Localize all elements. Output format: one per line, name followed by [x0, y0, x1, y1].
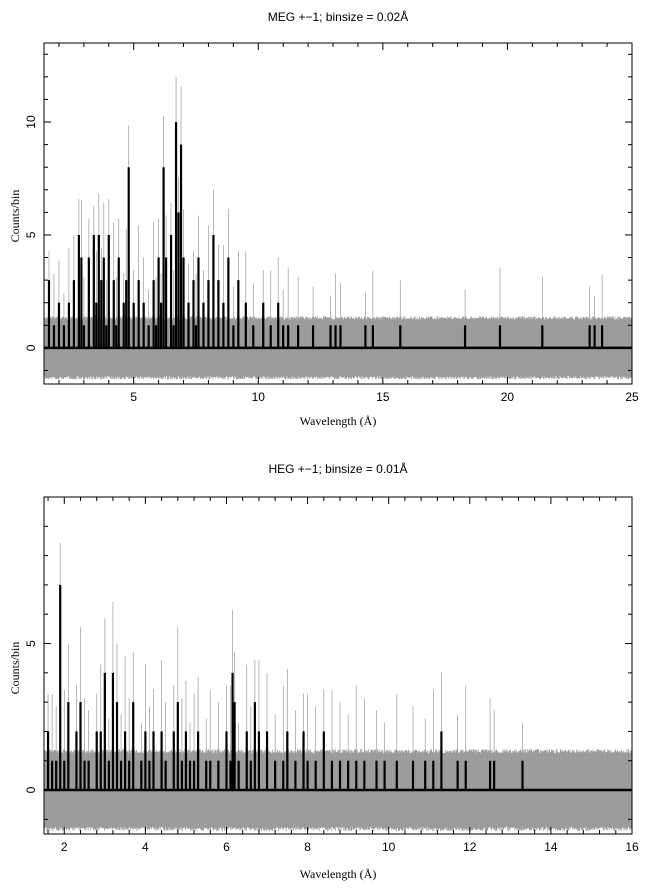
- meg-x-tick-label: 25: [625, 390, 639, 404]
- heg-x-tick-label: 14: [544, 840, 558, 854]
- meg-y-tick-label: 0: [24, 344, 38, 351]
- meg-x-ticks: 5 10 15 20 25: [58, 43, 639, 404]
- heg-x-tick-label: 16: [625, 840, 639, 854]
- heg-plot-frame: [43, 496, 633, 835]
- heg-x-ticks: 2 4 6 8 10 12 14 16: [47, 497, 639, 854]
- heg-x-tick-label: 10: [382, 840, 396, 854]
- meg-x-tick-label: 15: [376, 390, 390, 404]
- meg-x-tick-label: 20: [501, 390, 515, 404]
- heg-x-tick-label: 4: [142, 840, 149, 854]
- meg-title: MEG +−1; binsize = 0.02Å: [268, 9, 408, 24]
- meg-panel: MEG +−1; binsize = 0.02Å Wavelength (Å) …: [8, 9, 639, 428]
- meg-data-histogram: [47, 122, 604, 348]
- heg-x-label: Wavelength (Å): [300, 867, 377, 881]
- heg-data-histogram: [46, 584, 524, 791]
- meg-x-label: Wavelength (Å): [300, 414, 377, 428]
- heg-y-ticks: 05: [24, 496, 632, 820]
- heg-panel: HEG +−1; binsize = 0.01Å Wavelength (Å) …: [8, 461, 639, 881]
- meg-y-ticks: 0 5 10: [24, 53, 632, 371]
- meg-x-tick-label: 5: [130, 390, 137, 404]
- heg-x-tick-label: 8: [304, 840, 311, 854]
- meg-y-tick-label: 5: [24, 231, 38, 238]
- heg-x-tick-label: 2: [61, 840, 68, 854]
- meg-grey-spikes: [48, 76, 603, 348]
- meg-y-label: Counts/bin: [8, 190, 22, 243]
- meg-x-tick-label: 10: [252, 390, 266, 404]
- heg-y-tick-label: 5: [24, 640, 38, 647]
- meg-y-tick-label: 10: [24, 115, 38, 129]
- heg-x-tick-label: 6: [223, 840, 230, 854]
- heg-y-label: Counts/bin: [8, 642, 22, 695]
- meg-plot-frame: [43, 42, 633, 385]
- heg-title: HEG +−1; binsize = 0.01Å: [268, 461, 407, 476]
- heg-y-tick-label: 0: [24, 786, 38, 793]
- heg-x-tick-label: 12: [463, 840, 477, 854]
